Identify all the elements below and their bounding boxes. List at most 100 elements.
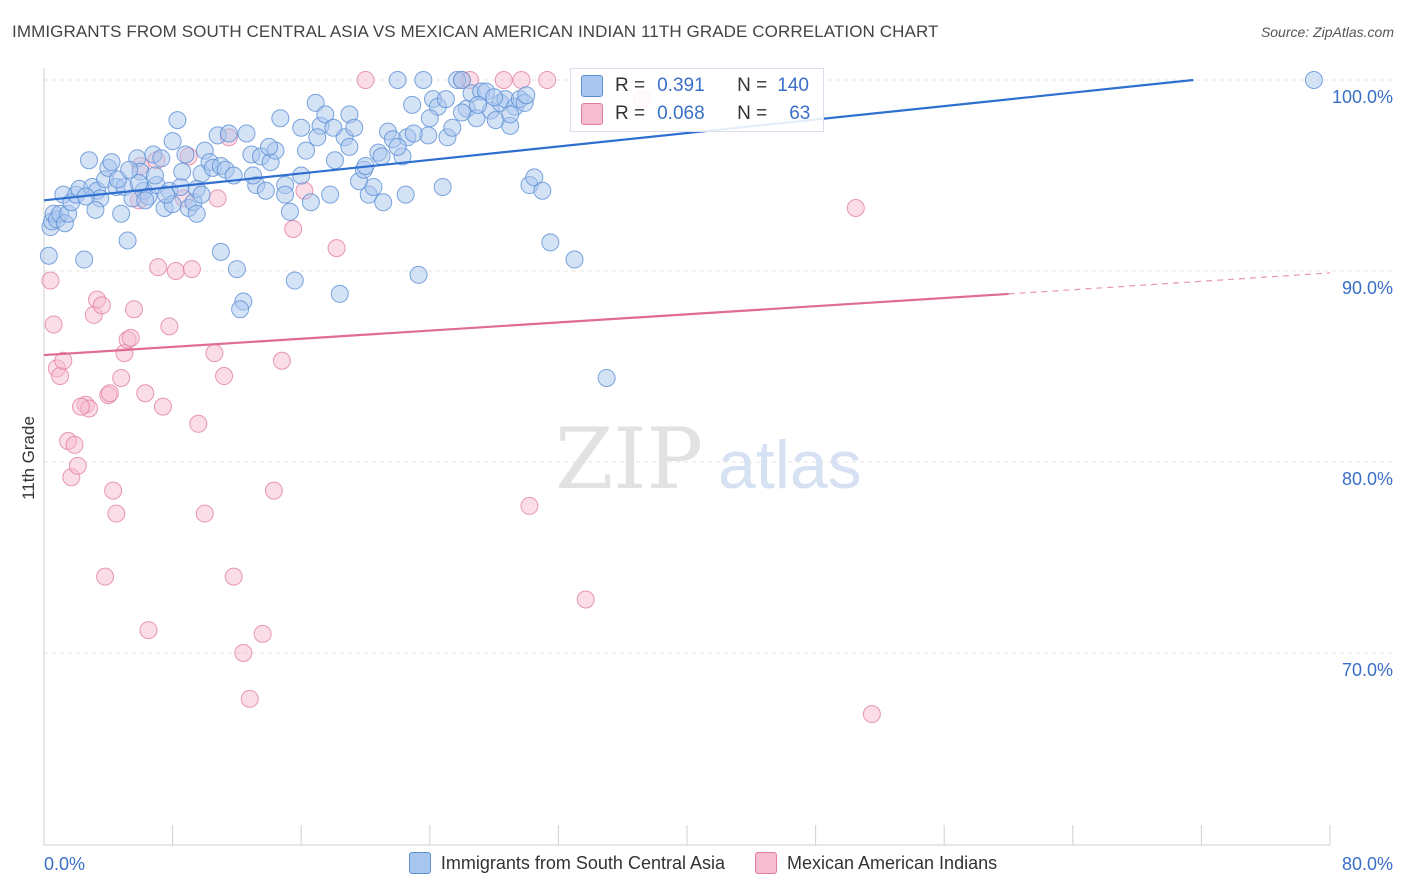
y-tick-label-2: 80.0% (1342, 469, 1393, 489)
blue-point-128 (372, 147, 391, 166)
blue-point-146 (485, 88, 504, 107)
pink-point-31 (189, 414, 208, 433)
pink-point-33 (205, 344, 224, 363)
blue-point-66 (306, 93, 325, 112)
blue-point-123 (292, 166, 311, 185)
pink-point-24 (139, 621, 158, 640)
blue-point-137 (136, 191, 155, 210)
blue-point-136 (157, 185, 176, 204)
pink-point-30 (182, 260, 201, 279)
blue-point-92 (433, 177, 452, 196)
stats-row-blue: R = 0.391 N = 140 (581, 75, 809, 97)
watermark-zip: ZIP (555, 410, 703, 508)
blue-point-118 (187, 204, 206, 223)
legend-blue-swatch (408, 852, 431, 874)
blue-point-87 (409, 265, 428, 284)
blue-point-134 (173, 162, 192, 181)
pink-trend-extension (1008, 272, 1331, 295)
blue-point-111 (525, 168, 544, 187)
pink-point-28 (166, 262, 185, 280)
stats-blue-r-value: 0.391 (657, 75, 705, 96)
blue-point-117 (211, 242, 230, 261)
stats-blue-n-value: 140 (777, 75, 809, 96)
trend-lines (43, 78, 1331, 357)
blue-point-52 (237, 124, 256, 143)
blue-point-141 (404, 124, 423, 143)
blue-point-64 (297, 141, 316, 160)
blue-point-65 (301, 193, 320, 212)
blue-point-13 (80, 151, 99, 170)
stats-pink-r-label: R = (615, 103, 646, 124)
blue-point-138 (120, 160, 139, 179)
blue-point-120 (243, 166, 262, 185)
blue-point-74 (345, 118, 364, 137)
blue-point-70 (325, 151, 344, 170)
blue-point-145 (469, 95, 488, 114)
y-tick-label-3: 70.0% (1342, 660, 1393, 680)
blue-point-86 (403, 95, 422, 114)
blue-point-115 (1304, 71, 1323, 89)
blue-point-59 (271, 109, 290, 128)
blue-point-50 (227, 260, 246, 279)
blue-point-31 (152, 149, 171, 168)
blue-point-125 (324, 118, 343, 137)
blue-point-122 (276, 185, 295, 204)
pink-point-23 (136, 384, 155, 403)
pink-point-61 (100, 384, 119, 403)
pink-point-16 (107, 504, 126, 523)
pink-point-52 (576, 590, 595, 609)
legend-pink-swatch (755, 852, 777, 874)
pink-point-0 (41, 271, 60, 290)
pink-point-56 (96, 567, 115, 586)
pink-point-50 (520, 496, 539, 515)
y-tick-label-1: 90.0% (1342, 278, 1393, 298)
pink-point-21 (125, 300, 144, 319)
pink-series-points (41, 71, 881, 724)
blue-point-88 (414, 71, 433, 89)
blue-point-116 (231, 300, 250, 319)
pink-point-51 (538, 71, 557, 89)
blue-point-68 (316, 105, 335, 124)
blue-point-129 (388, 137, 407, 156)
pink-point-8 (68, 456, 87, 475)
blue-point-34 (163, 132, 182, 151)
stats-blue-swatch (581, 75, 603, 97)
legend-blue-label: Immigrants from South Central Asia (440, 852, 725, 873)
pink-point-45 (356, 71, 375, 89)
pink-trend-line (43, 292, 1009, 357)
source-credit: Source: ZipAtlas.com (1260, 24, 1394, 40)
pink-point-62 (71, 397, 90, 416)
blue-point-144 (452, 103, 471, 122)
blue-point-35 (168, 111, 187, 130)
blue-point-132 (129, 174, 148, 193)
blue-point-83 (388, 71, 407, 89)
pink-point-4 (54, 351, 73, 370)
pink-point-34 (215, 367, 234, 386)
blue-point-37 (176, 145, 195, 164)
blue-point-149 (597, 368, 616, 387)
pink-point-15 (104, 481, 123, 500)
stats-blue-r-label: R = (615, 75, 646, 96)
pink-point-20 (121, 328, 140, 347)
blue-point-147 (501, 105, 520, 124)
blue-point-96 (452, 71, 471, 89)
pink-point-1 (44, 315, 63, 334)
pink-point-27 (160, 317, 179, 336)
stats-row-pink: R = 0.068 N = 63 (581, 103, 810, 125)
pink-point-54 (846, 198, 865, 217)
pink-point-40 (264, 481, 283, 500)
blue-point-124 (308, 128, 327, 147)
legend-item-blue[interactable]: Immigrants from South Central Asia (408, 852, 725, 874)
y-tick-label-0: 100.0% (1332, 87, 1393, 107)
x-tick-label-left: 0.0% (44, 854, 85, 874)
blue-point-69 (321, 185, 340, 204)
blue-point-61 (280, 202, 299, 221)
pink-point-38 (240, 689, 259, 708)
legend-item-pink[interactable]: Mexican American Indians (755, 852, 997, 874)
blue-point-142 (420, 109, 439, 128)
gridlines (44, 79, 1392, 654)
blue-point-0 (39, 246, 58, 265)
x-tick-label-right: 80.0% (1342, 854, 1393, 874)
blue-point-80 (374, 193, 393, 212)
blue-series-points (39, 71, 1323, 387)
